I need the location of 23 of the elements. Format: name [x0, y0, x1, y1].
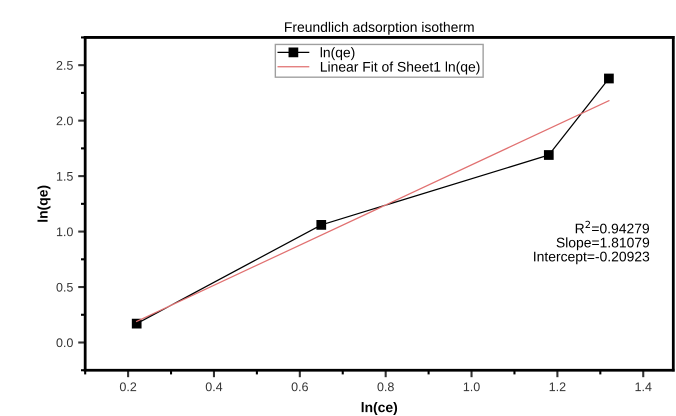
x-tick-label: 1.4 — [636, 382, 652, 392]
annotation: R$^{2}$=0.94279 Slope=1.81079 Intercept=-0.20923 — [534, 220, 650, 264]
chart-title: Freundlich adsorption isotherm — [285, 22, 474, 35]
point — [316, 220, 326, 230]
point — [544, 150, 554, 160]
y-tick-label: 0.5 — [56, 282, 73, 292]
x-tick-label: 1.2 — [550, 382, 566, 392]
y-tick-label: 2.5 — [56, 60, 73, 70]
y-tick-label: 0.0 — [56, 338, 73, 348]
y-axis-title: ln(qe) — [37, 186, 50, 222]
x-tick-label: 0.2 — [120, 382, 136, 392]
legend-label: Linear Fit of Sheet1 ln(qe) — [320, 62, 480, 74]
y-tick-label: 2.0 — [56, 116, 73, 126]
x-axis-title: ln(ce) — [362, 402, 398, 415]
x-tick-label: 0.4 — [206, 382, 222, 392]
point — [132, 318, 142, 329]
point — [604, 74, 614, 84]
x-tick-label: 0.6 — [292, 382, 308, 392]
legend-label: ln(qe) — [320, 47, 354, 60]
y-tick-label: 1.0 — [56, 227, 73, 236]
y-tick-label: 1.5 — [56, 172, 73, 181]
x-tick-label: 0.8 — [377, 382, 394, 392]
x-tick-label: 1.0 — [464, 382, 480, 392]
